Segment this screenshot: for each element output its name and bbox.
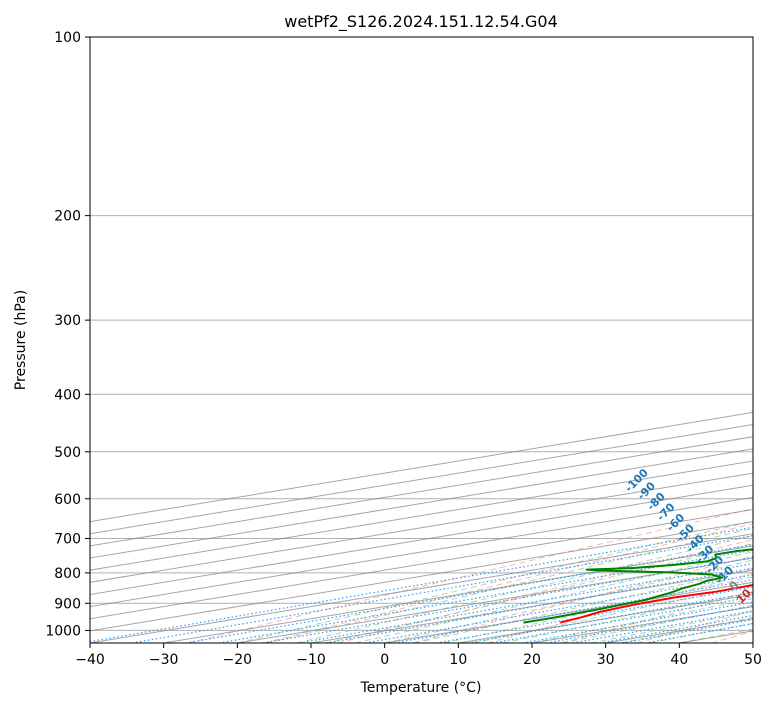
mixing-ratio-line bbox=[325, 567, 753, 643]
mixing-ratio-line bbox=[299, 563, 753, 643]
dewpoint-line bbox=[523, 548, 753, 624]
y-tick-label: 100 bbox=[54, 30, 81, 46]
grid-layer bbox=[90, 37, 753, 643]
y-axis-title: Pressure (hPa) bbox=[13, 290, 29, 390]
y-tick-label: 200 bbox=[54, 209, 81, 225]
moist-adiabat-line bbox=[355, 551, 753, 643]
mixing-ratio-line bbox=[546, 605, 753, 643]
isotherm-line bbox=[90, 472, 753, 583]
axis-layer: −40 −30 −20 −10 0 10 20 30 40 50 100 200 300 400 500 60… bbox=[45, 30, 762, 668]
x-tick-label: 10 bbox=[449, 652, 467, 668]
plot-frame bbox=[89, 36, 754, 644]
mixing-ratio-line bbox=[131, 535, 753, 643]
x-tick-label: −20 bbox=[223, 652, 253, 668]
isotherm-line bbox=[90, 496, 753, 608]
dry-adiabat-line bbox=[188, 508, 753, 643]
x-tick-label: 30 bbox=[597, 652, 615, 668]
chart-title: wetPf2_S126.2024.151.12.54.G04 bbox=[284, 12, 558, 32]
mixing-ratio-line bbox=[365, 574, 753, 643]
moist-adiabat-line bbox=[502, 591, 753, 643]
x-tick-label: 20 bbox=[523, 652, 541, 668]
isotherm-line bbox=[90, 448, 753, 559]
isotherm-line bbox=[90, 484, 753, 595]
x-tick-label: 40 bbox=[670, 652, 688, 668]
isotherm-line bbox=[90, 533, 753, 643]
y-tick-label: 900 bbox=[54, 596, 81, 612]
x-tick-label: 50 bbox=[744, 652, 762, 668]
mixing-ratio-line bbox=[572, 610, 753, 643]
x-tick-label: −10 bbox=[296, 652, 326, 668]
isotherm-line bbox=[90, 508, 753, 620]
x-axis-title: Temperature (°C) bbox=[360, 680, 482, 696]
x-tick-label: −30 bbox=[149, 652, 179, 668]
isotherm-line bbox=[90, 436, 753, 547]
x-tick-label: −40 bbox=[75, 652, 105, 668]
y-tick-label: 500 bbox=[54, 445, 81, 461]
series-layer bbox=[523, 548, 753, 624]
mixing-ratio-line bbox=[262, 556, 753, 643]
isotherm-line bbox=[90, 460, 753, 571]
x-tick-label: 0 bbox=[380, 652, 389, 668]
moist-adiabat-line bbox=[237, 520, 753, 643]
moist-adiabat-line bbox=[384, 559, 753, 643]
y-tick-label: 700 bbox=[54, 532, 81, 548]
isotherm-line bbox=[90, 521, 753, 632]
moist-adiabat-line bbox=[266, 527, 753, 643]
y-tick-label: 1000 bbox=[45, 623, 81, 639]
y-tick-label: 300 bbox=[54, 313, 81, 329]
moist-adiabat-line bbox=[531, 598, 753, 643]
y-tick-label: 600 bbox=[54, 492, 81, 508]
y-tick-label: 800 bbox=[54, 566, 81, 582]
moist-adiabat-line bbox=[296, 535, 753, 643]
y-tick-label: 400 bbox=[54, 387, 81, 403]
dry-adiabat-line bbox=[263, 523, 753, 643]
